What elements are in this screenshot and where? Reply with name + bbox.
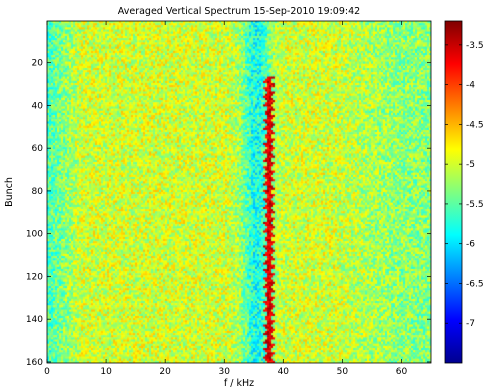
colorbar-tick-label: -3.5 <box>466 41 484 51</box>
y-tick-label: 40 <box>32 101 44 111</box>
y-tick-label: 20 <box>32 59 44 69</box>
y-tick-label: 100 <box>26 230 43 240</box>
chart-title: Averaged Vertical Spectrum 15-Sep-2010 1… <box>118 6 360 17</box>
colorbar-tick-label: -5.5 <box>466 200 484 210</box>
colorbar <box>444 20 463 364</box>
colorbar-tick-label: -6.5 <box>466 279 484 289</box>
heatmap-image <box>47 21 431 363</box>
y-tick-label: 140 <box>26 315 43 325</box>
x-axis: 0 10 20 30 40 50 60 <box>44 21 407 377</box>
x-tick-label: 0 <box>44 367 50 377</box>
colorbar-tick-label: -4 <box>466 81 475 91</box>
y-tick-label: 120 <box>26 272 43 282</box>
x-axis-label: f / kHz <box>224 378 254 389</box>
y-axis: 20 40 60 80 100 120 140 160 <box>26 59 431 368</box>
x-tick-label: 40 <box>278 367 290 377</box>
colorbar-tick-label: -4.5 <box>466 120 484 130</box>
heatmap-plot-area <box>47 21 431 363</box>
x-tick-label: 30 <box>219 367 231 377</box>
colorbar-tick-label: -7 <box>466 319 475 329</box>
y-tick-label: 80 <box>32 187 44 197</box>
x-tick-label: 50 <box>337 367 349 377</box>
colorbar-tick-label: -6 <box>466 240 475 250</box>
colorbar-ticks: -3.5 -4 -4.5 -5 -5.5 -6 -6.5 -7 <box>445 41 484 329</box>
y-axis-label: Bunch <box>4 177 15 207</box>
y-tick-label: 160 <box>26 358 43 368</box>
x-tick-label: 60 <box>396 367 408 377</box>
x-tick-label: 20 <box>159 367 171 377</box>
plot-frame <box>46 20 432 364</box>
x-tick-label: 10 <box>100 367 112 377</box>
colorbar-tick-label: -5 <box>466 160 475 170</box>
y-tick-label: 60 <box>32 144 44 154</box>
